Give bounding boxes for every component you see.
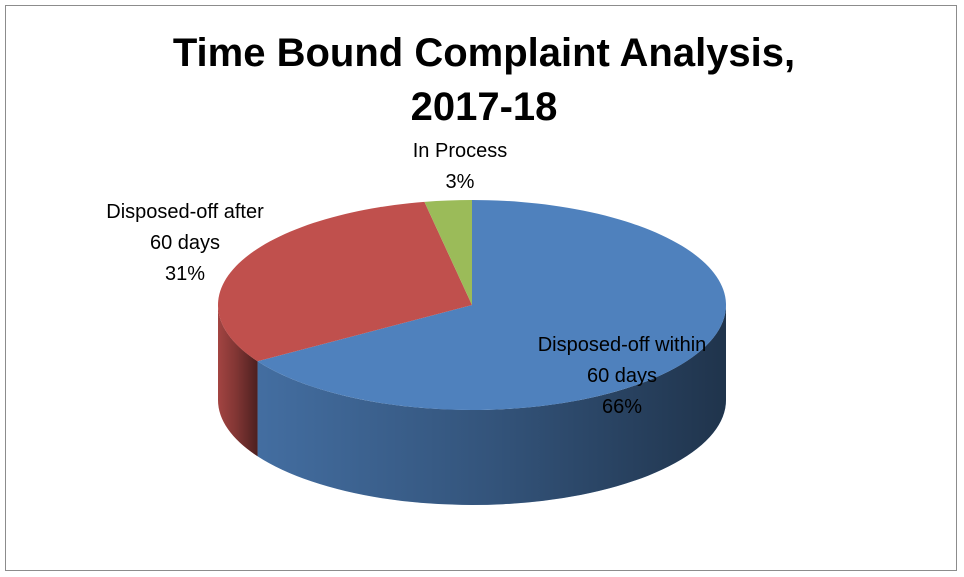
slice-category-label: In Process <box>412 140 508 162</box>
slice-category-label: Disposed-off after 60 days <box>106 201 264 254</box>
slice-category-label: Disposed-off within 60 days <box>537 334 707 387</box>
data-label: Disposed-off after 60 days 31% <box>100 197 270 290</box>
chart-title: Time Bound Complaint Analysis, 2017-18 <box>172 31 796 129</box>
slice-value-label: 66% <box>601 396 643 418</box>
slice <box>424 200 472 305</box>
slice-side-shade <box>257 305 726 506</box>
slice <box>217 201 472 362</box>
data-label: In Process 3% <box>375 136 545 198</box>
chart-frame <box>5 5 957 571</box>
data-label: Disposed-off within 60 days 66% <box>537 330 707 423</box>
slice-value-label: 31% <box>164 263 206 285</box>
slice-value-label: 3% <box>445 171 475 193</box>
slice-side-shade <box>218 305 258 457</box>
slice <box>257 200 727 410</box>
